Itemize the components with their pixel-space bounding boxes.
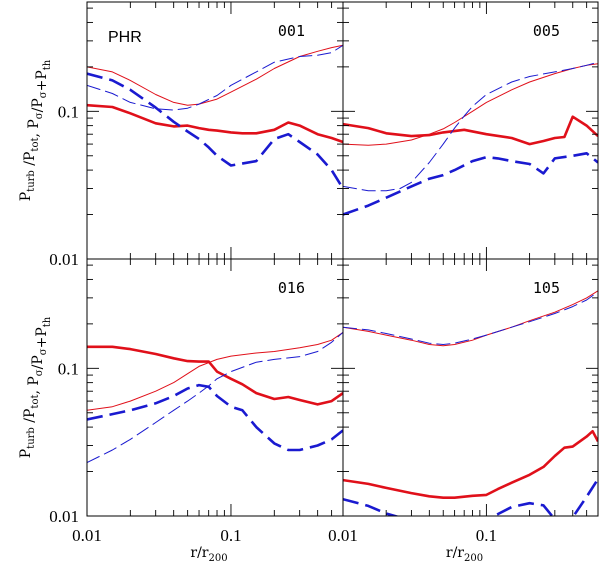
panel-016: 016 [86,258,344,517]
series-line-105-1 [343,290,598,347]
series-line-016-3 [87,332,343,464]
series-line-005-3 [343,61,598,192]
panel-series-group [87,44,343,190]
x-tick-label: 0.01 [328,526,358,545]
series-line-105-3 [343,291,598,345]
tick-marks [86,259,344,517]
panel-105: 105 [342,258,599,517]
x-tick-label: 0.01 [72,526,102,545]
series-line-016-2 [87,383,343,452]
series-line-001-2 [87,72,343,190]
series-line-005-0 [343,115,598,146]
y-tick-label: 0.1 [58,102,79,121]
series-line-016-1 [87,331,343,411]
y-tick-label: 0.1 [58,359,79,378]
y-tick-label: 0.01 [49,250,79,269]
series-line-105-0 [343,429,598,499]
panel-005: 005 [342,1,599,260]
y-axis-label: Pturb /Ptot, Pσ/Pσ+Pth [18,59,53,201]
panels-layer: 001 005 016 105 [86,1,599,517]
series-line-016-0 [87,345,343,406]
panel-series-group [343,290,598,516]
series-line-005-2 [343,152,598,216]
panel-frame [342,258,599,517]
x-tick-label: 0.1 [220,526,241,545]
tick-marks [342,259,599,517]
x-axis-label: r/r200 [190,545,227,564]
y-tick-label: 0.01 [49,507,79,526]
axis-text-layer: PHR 0.01 0.1 Pturb /Ptot, Pσ/Pσ+Pth 0.01 0.1… [18,29,497,564]
panel-label: 016 [278,279,305,297]
y-axis-label: Pturb /Ptot, Pσ/Pσ+Pth [18,316,53,458]
tick-marks [342,2,599,260]
series-line-001-3 [87,44,343,111]
series-line-001-0 [87,103,343,144]
series-line-005-1 [343,63,598,146]
panel-series-group [343,61,598,216]
panel-frame [86,258,344,517]
panel-series-group [87,331,343,464]
tick-marks [86,2,344,260]
x-tick-label: 0.1 [476,526,497,545]
panel-label: 001 [278,22,305,40]
x-axis-label: r/r200 [446,545,483,564]
panel-label: 005 [533,22,560,40]
panel-label: 105 [533,279,560,297]
series-line-001-1 [87,44,343,106]
figure-label: PHR [108,29,142,46]
panel-001: 001 [86,1,344,260]
